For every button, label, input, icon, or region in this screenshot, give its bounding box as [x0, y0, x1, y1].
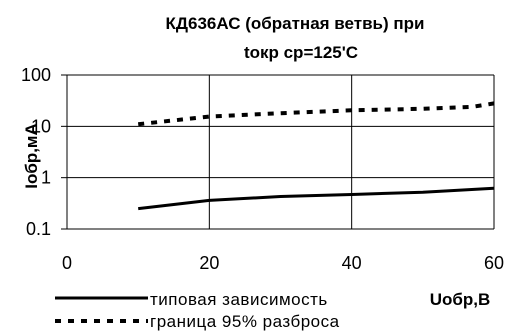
- series: [137, 101, 495, 211]
- grid: [67, 74, 495, 230]
- x-tick-label: 0: [62, 253, 72, 273]
- series-line-0: [138, 186, 495, 211]
- series-line-1: [137, 101, 495, 127]
- x-tick-label: 40: [342, 253, 362, 273]
- y-tick-label: 0.1: [26, 219, 51, 239]
- chart-title-line2: tокр ср=125'С: [244, 43, 358, 62]
- axes: [61, 74, 68, 230]
- chart-title-line1: КД636АС (обратная ветвь) при: [166, 14, 425, 33]
- y-axis-title: Iобр,мА: [22, 123, 41, 189]
- x-tick-label: 60: [484, 253, 504, 273]
- y-tick-label: 100: [21, 65, 51, 85]
- x-tick-label: 20: [199, 253, 219, 273]
- x-tick-labels: 0 20 40 60: [62, 253, 504, 273]
- y-tick-label: 1: [41, 168, 51, 188]
- legend-label-typical: типовая зависимость: [150, 290, 328, 309]
- legend: типовая зависимость граница 95% разброса: [55, 290, 340, 331]
- y-tick-label: 10: [31, 116, 51, 136]
- legend-label-bound: граница 95% разброса: [150, 312, 340, 331]
- y-tick-labels: 0.1 1 10 100: [21, 65, 51, 239]
- x-axis-title: Uобр,В: [430, 290, 491, 309]
